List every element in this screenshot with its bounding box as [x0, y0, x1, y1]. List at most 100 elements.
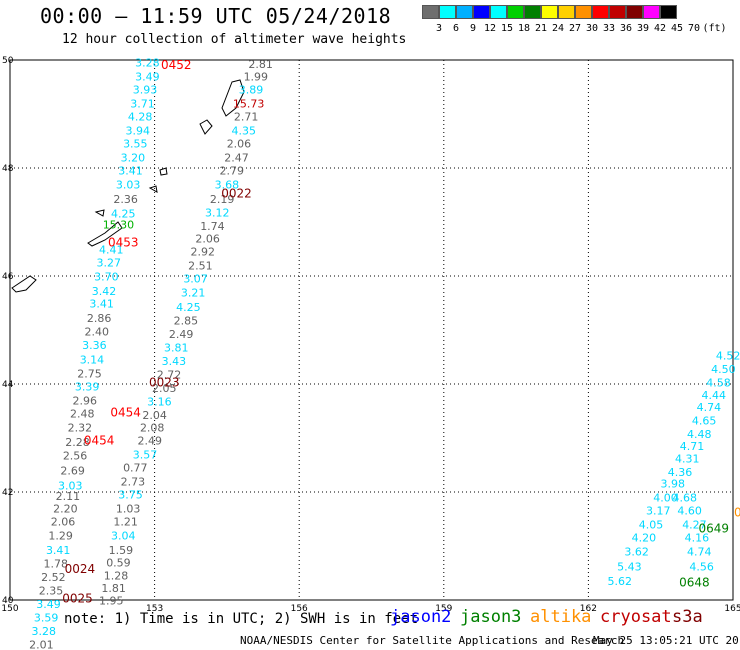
- wave-height-point: 2.36: [113, 193, 138, 206]
- wave-height-point: 4.00: [653, 492, 678, 505]
- wave-height-point: 4.58: [706, 377, 731, 390]
- wave-height-point: 15.30: [103, 218, 135, 231]
- wave-height-point: 3.20: [121, 152, 146, 165]
- wave-height-point: 2.86: [87, 312, 112, 325]
- chart-title: 00:00 – 11:59 UTC 05/24/2018: [40, 4, 392, 28]
- wave-height-point: 3.49: [135, 71, 160, 84]
- wave-height-point: 3.55: [123, 137, 148, 150]
- colorbar-swatch: [626, 5, 643, 19]
- colorbar-swatch: [643, 5, 660, 19]
- wave-height-point: 2.79: [219, 164, 244, 177]
- x-tick-label: 165: [724, 604, 740, 614]
- colorbar-swatch: [592, 5, 609, 19]
- coastline: [221, 79, 245, 117]
- satellite-s3a: s3a: [672, 607, 703, 627]
- wave-height-point: 4.05: [639, 519, 664, 532]
- colorbar-swatch: [439, 5, 456, 19]
- wave-height-point: 3.68: [215, 179, 240, 192]
- colorbar-label: (ft): [702, 23, 727, 34]
- colorbar-swatch: [422, 5, 439, 19]
- wave-height-point: 3.36: [82, 339, 107, 352]
- coastline: [94, 209, 105, 217]
- wave-height-point: 2.01: [29, 639, 54, 650]
- wave-height-point: 2.19: [210, 193, 235, 206]
- wave-height-point: 2.06: [51, 515, 76, 528]
- wave-height-point: 3.41: [89, 297, 114, 310]
- wave-height-point: 2.56: [63, 450, 88, 463]
- wave-height-point: 4.48: [687, 428, 712, 441]
- wave-height-point: 2.32: [68, 422, 93, 435]
- wave-height-point: 4.16: [685, 532, 710, 545]
- wave-height-point: 4.52: [716, 350, 740, 363]
- colorbar-label: 45: [670, 23, 684, 34]
- wave-height-point: 3.41: [118, 164, 143, 177]
- wave-height-point: 1.81: [101, 582, 126, 595]
- wave-height-point: 1.95: [99, 594, 124, 607]
- colorbar-label: 21: [534, 23, 548, 34]
- wave-height-point: 4.20: [632, 532, 657, 545]
- x-tick-label: 162: [580, 604, 597, 614]
- wave-height-point: 2.08: [140, 422, 165, 435]
- satellite-altika: altika: [530, 607, 592, 627]
- colorbar-swatch: [609, 5, 626, 19]
- coastline: [148, 185, 158, 193]
- wave-height-point: 2.92: [191, 245, 216, 258]
- wave-height-point: 4.56: [689, 560, 714, 573]
- wave-height-point: 4.31: [675, 452, 700, 465]
- x-tick-label: 153: [146, 604, 163, 614]
- wave-height-point: 2.72: [157, 369, 182, 382]
- wave-height-point: 0.77: [123, 461, 148, 474]
- wave-height-point: 4.28: [128, 110, 153, 123]
- wave-height-point: 3.17: [646, 505, 671, 518]
- wave-height-point: 3.07: [183, 272, 208, 285]
- wave-height-point: 2.73: [121, 476, 146, 489]
- wave-height-point: 4.25: [111, 208, 136, 221]
- wave-height-point: 1.28: [104, 569, 129, 582]
- pass-time-label: 0452: [161, 58, 192, 72]
- wave-height-point: 4.65: [692, 415, 717, 428]
- chart-subtitle: 12 hour collection of altimeter wave hei…: [62, 32, 407, 47]
- wave-height-point: 1.21: [113, 515, 138, 528]
- wave-height-point: 15.73: [233, 98, 265, 111]
- wave-height-point: 3.71: [130, 98, 155, 111]
- wave-height-point: 3.28: [31, 625, 56, 638]
- colorbar-swatch: [524, 5, 541, 19]
- wave-height-point: 2.49: [138, 434, 163, 447]
- wave-height-point: 1.74: [200, 220, 225, 233]
- wave-height-point: 2.47: [224, 152, 249, 165]
- wave-height-point: 4.60: [677, 505, 702, 518]
- footer-note: note: 1) Time is in UTC; 2) SWH is in fe…: [64, 611, 419, 627]
- wave-height-point: 3.28: [135, 56, 160, 69]
- colorbar-label: 12: [483, 23, 497, 34]
- colorbar-label: 39: [636, 23, 650, 34]
- y-tick-label: 44: [2, 380, 14, 390]
- wave-height-point: 4.68: [673, 492, 698, 505]
- colorbar-swatch: [558, 5, 575, 19]
- wave-height-point: 3.59: [34, 612, 59, 625]
- wave-height-point: 2.06: [195, 233, 220, 246]
- wave-height-point: 2.49: [169, 328, 194, 341]
- wave-height-point: 2.71: [234, 110, 259, 123]
- wave-height-point: 2.11: [56, 490, 81, 503]
- wave-height-point: 3.43: [162, 355, 187, 368]
- colorbar-label: 18: [517, 23, 531, 34]
- wave-height-point: 5.62: [607, 575, 632, 588]
- wave-height-point: 3.39: [75, 380, 100, 393]
- wave-height-point: 4.74: [697, 401, 722, 414]
- colorbar-swatch: [541, 5, 558, 19]
- wave-height-point: 3.94: [125, 125, 150, 138]
- wave-height-point: 4.41: [99, 243, 124, 256]
- colorbar-label: 3: [435, 23, 443, 34]
- coastline: [199, 119, 213, 135]
- wave-height-point: 3.57: [133, 449, 158, 462]
- wave-height-point: 4.50: [711, 363, 736, 376]
- y-tick-label: 46: [2, 272, 14, 282]
- colorbar-label: 33: [602, 23, 616, 34]
- wave-height-point: 2.05: [152, 382, 177, 395]
- wave-height-point: 3.42: [92, 285, 117, 298]
- wave-height-point: 3.93: [133, 83, 158, 96]
- pass-time-label: 0649: [698, 522, 729, 536]
- wave-height-point: 2.96: [72, 395, 97, 408]
- y-tick-label: 42: [2, 488, 13, 498]
- wave-height-point: 5.43: [617, 560, 642, 573]
